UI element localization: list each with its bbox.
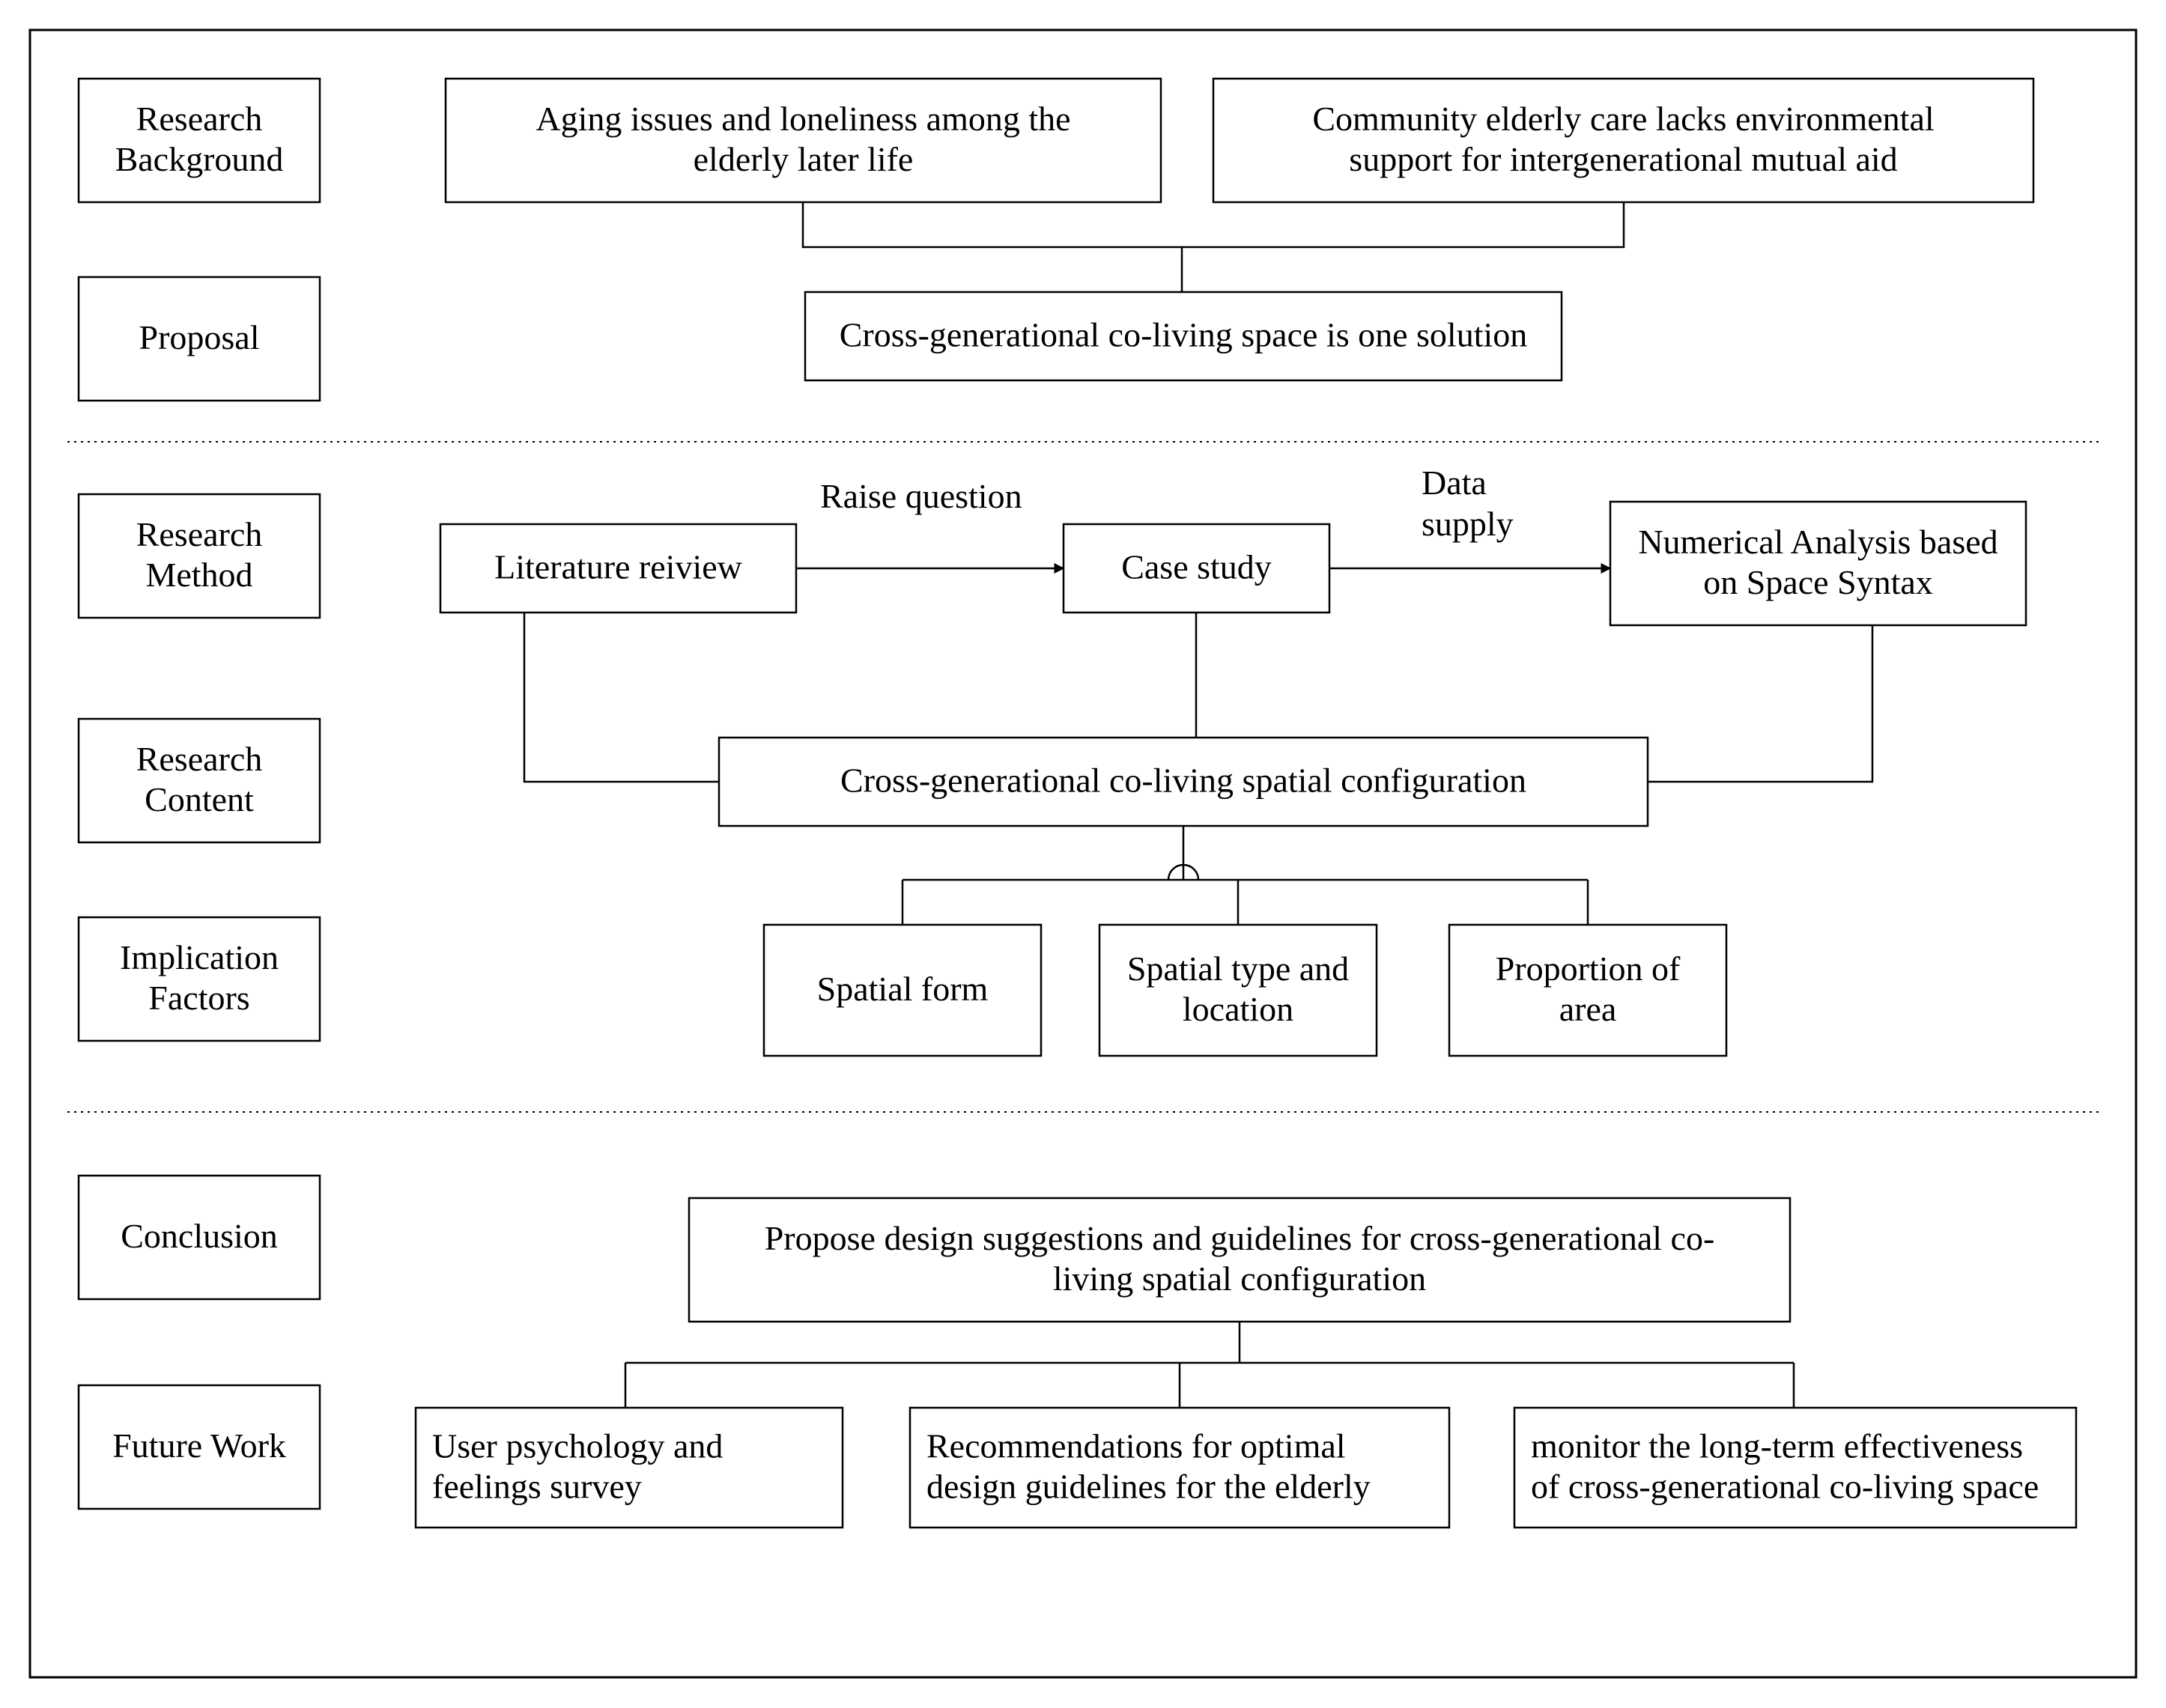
edge-6: [1648, 625, 1872, 782]
side-research-background-line-1: Background: [115, 140, 284, 178]
node-fw-1-line-1: feelings survey: [432, 1468, 642, 1506]
node-fw-2-line-0: Recommendations for optimal: [926, 1427, 1346, 1465]
edge-label-data-supply-1: Data: [1422, 464, 1487, 502]
node-bg-right-line-1: support for intergenerational mutual aid: [1349, 140, 1897, 178]
node-fw-3-line-1: of cross-generational co-living space: [1531, 1468, 2039, 1506]
node-spatial-type-line-1: location: [1183, 990, 1293, 1028]
side-research-content-line-0: Research: [136, 740, 263, 778]
node-bg-left-line-0: Aging issues and loneliness among the: [536, 100, 1070, 138]
side-conclusion-line-0: Conclusion: [121, 1217, 278, 1255]
node-fw-2-line-1: design guidelines for the elderly: [926, 1468, 1371, 1506]
edge-label-data-supply-2: supply: [1422, 505, 1514, 543]
node-lit-review-line-0: Literature reiview: [494, 548, 743, 586]
node-fw-1-line-0: User psychology and: [432, 1427, 723, 1465]
side-research-method-line-0: Research: [136, 515, 263, 553]
node-num-analysis-line-0: Numerical Analysis based: [1638, 523, 1997, 561]
node-fw-3-line-0: monitor the long-term effectiveness: [1531, 1427, 2023, 1465]
edge-4: [524, 613, 719, 782]
side-implication-factors-line-0: Implication: [120, 938, 279, 976]
node-case-study-line-0: Case study: [1121, 548, 1272, 586]
node-config-line-0: Cross-generational co-living spatial con…: [840, 762, 1526, 800]
side-proposal-line-0: Proposal: [139, 318, 260, 356]
node-spatial-type-line-0: Spatial type and: [1127, 949, 1349, 988]
edge-1: [1182, 202, 1624, 247]
node-bg-left-line-1: elderly later life: [694, 140, 914, 178]
edge-0: [803, 202, 1182, 292]
node-spatial-form-line-0: Spatial form: [817, 970, 989, 1008]
side-future-work-line-0: Future Work: [112, 1426, 286, 1465]
node-proportion-line-1: area: [1559, 990, 1617, 1028]
node-proposal-box-line-0: Cross-generational co-living space is on…: [840, 316, 1528, 354]
node-num-analysis-line-1: on Space Syntax: [1703, 563, 1933, 601]
node-proportion-line-0: Proportion of: [1496, 949, 1681, 988]
side-research-content-line-1: Content: [145, 780, 254, 818]
side-implication-factors-line-1: Factors: [148, 979, 249, 1017]
node-conclusion-box-line-0: Propose design suggestions and guideline…: [765, 1219, 1715, 1257]
node-conclusion-box-line-1: living spatial configuration: [1053, 1259, 1426, 1298]
side-research-method-line-1: Method: [145, 556, 252, 594]
node-bg-right-line-0: Community elderly care lacks environment…: [1312, 100, 1934, 138]
side-research-background-line-0: Research: [136, 100, 263, 138]
edge-label-raise-question: Raise question: [820, 477, 1022, 515]
flowchart-canvas: ResearchBackgroundProposalResearchMethod…: [0, 0, 2166, 1708]
